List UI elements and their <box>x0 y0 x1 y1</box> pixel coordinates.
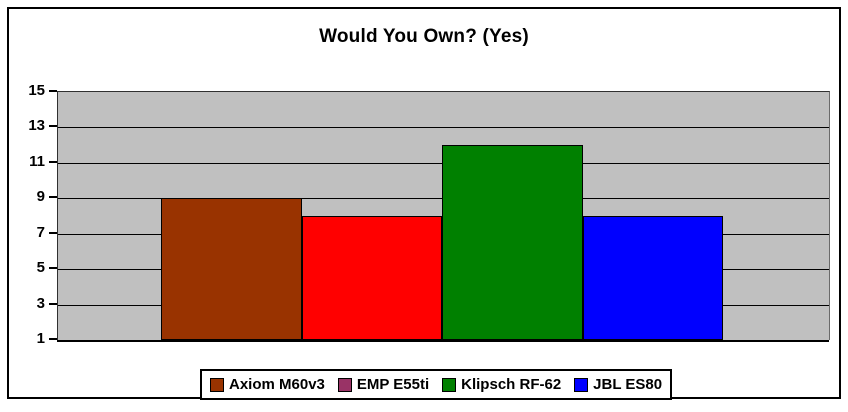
y-axis-label: 3 <box>36 294 45 312</box>
y-tick-5 <box>49 267 57 270</box>
chart-title: Would You Own? (Yes) <box>319 26 529 47</box>
bar-klipsch-rf-62 <box>442 145 583 340</box>
legend-swatch-icon <box>574 377 589 392</box>
legend-item-emp-e55ti: EMP E55ti <box>337 376 430 393</box>
legend-item-label: EMP E55ti <box>356 376 430 393</box>
bar-axiom-m60v3 <box>161 198 302 340</box>
y-tick-11 <box>49 160 57 163</box>
y-axis-label: 1 <box>36 330 45 347</box>
gridline-13 <box>58 127 829 129</box>
legend-item-label: JBL ES80 <box>593 376 663 393</box>
y-axis-label: 5 <box>36 259 45 277</box>
y-tick-9 <box>49 196 57 199</box>
chart-frame: Would You Own? (Yes) 15 13 11 9 7 5 3 1 Axiom M… <box>7 7 841 400</box>
y-axis-label: 9 <box>36 188 45 206</box>
legend-swatch-icon <box>210 377 224 392</box>
legend-swatch-icon <box>442 377 457 392</box>
y-axis-label: 7 <box>36 223 45 241</box>
x-axis-line <box>57 340 829 342</box>
legend-item-axiom-m60v3: Axiom M60v3 <box>210 376 325 393</box>
y-tick-13 <box>49 125 57 128</box>
bar-jbl-es80 <box>582 216 723 340</box>
y-tick-3 <box>49 302 57 305</box>
legend-item-jbl-es80: JBL ES80 <box>574 376 662 393</box>
y-axis-label: 13 <box>28 117 45 135</box>
y-tick-7 <box>49 231 57 234</box>
legend-item-label: Klipsch RF-62 <box>461 376 562 393</box>
y-axis-label: 11 <box>29 152 45 170</box>
plot-area <box>57 91 830 342</box>
legend: Axiom M60v3 EMP E55ti Klipsch RF-62 JBL ES8… <box>200 369 673 400</box>
legend-item-klipsch-rf-62: Klipsch RF-62 <box>442 376 561 393</box>
y-axis-label: 15 <box>28 82 45 99</box>
legend-item-label: Axiom M60v3 <box>229 376 325 393</box>
bar-emp-e55ti <box>301 216 442 340</box>
y-tick-15 <box>49 90 57 92</box>
legend-swatch-icon <box>337 377 352 392</box>
y-tick-1 <box>49 338 57 340</box>
